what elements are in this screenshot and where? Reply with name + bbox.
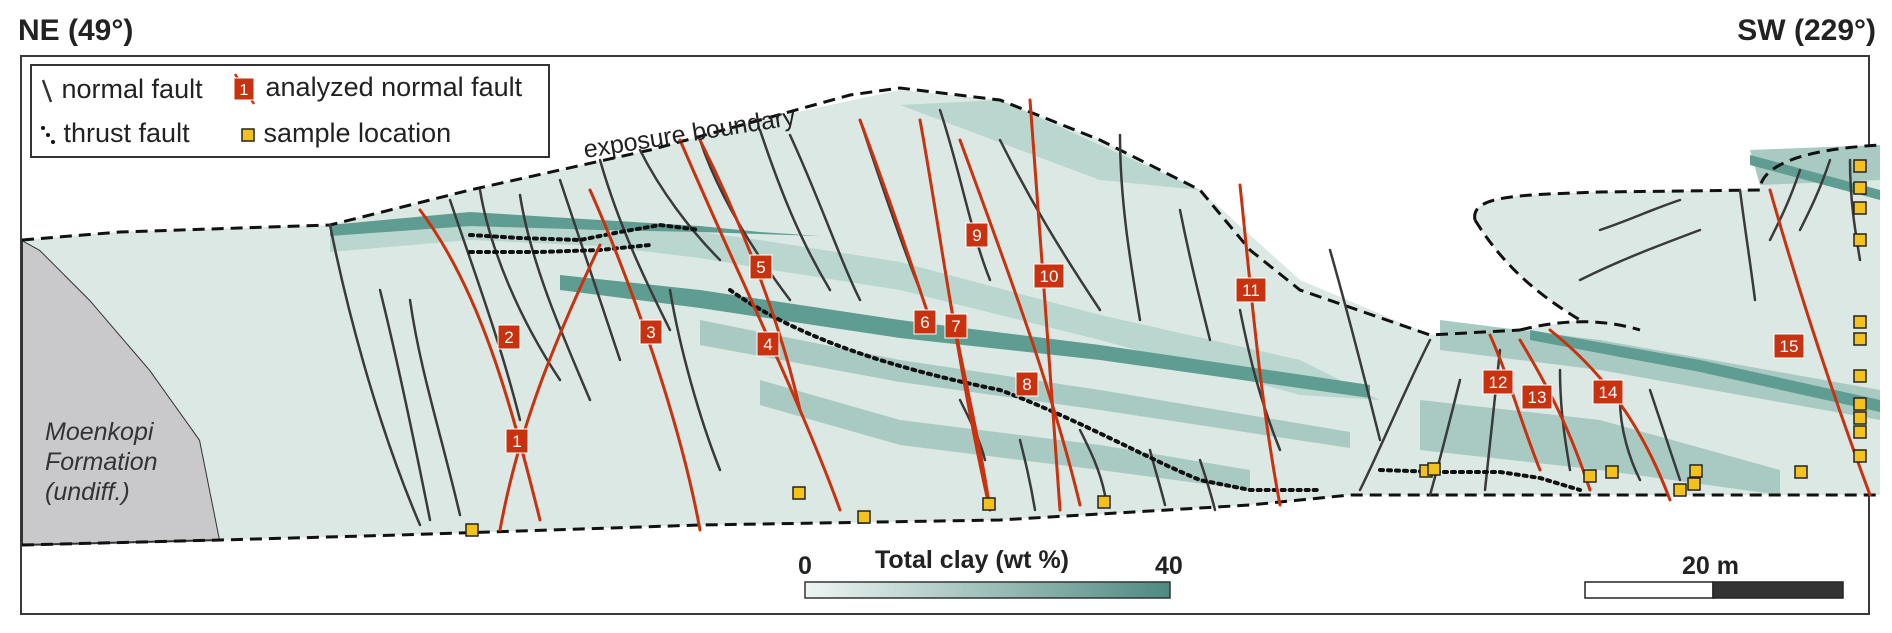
scale-bar: 20 m [1584,552,1844,599]
sample-marker [1673,483,1687,497]
fault-labels: 1 2 3 4 5 6 7 8 9 10 11 12 13 14 15 [497,222,1805,454]
fault-label-13: 13 [1521,384,1553,410]
svg-text:1: 1 [240,82,249,99]
sample-marker [857,510,871,524]
sample-marker [1853,369,1867,383]
thrust-faults [468,222,1582,492]
sample-marker [1687,477,1701,491]
sample-marker [1097,495,1111,509]
svg-text:3: 3 [646,323,655,342]
svg-text:2: 2 [504,328,513,347]
svg-text:12: 12 [1489,373,1508,392]
svg-text:1: 1 [512,432,521,451]
fault-label-7: 7 [944,313,968,339]
legend: normal fault 1 analyzed normal fault thr… [30,64,550,158]
colorbar-title: Total clay (wt %) [875,546,1069,574]
fault-label-5: 5 [749,254,773,280]
svg-text:Formation: Formation [45,448,158,476]
sample-marker [1853,201,1867,215]
svg-text:8: 8 [1022,375,1031,394]
sw-orientation-label: SW (229°) [1737,14,1876,47]
fault-label-2: 2 [497,324,521,350]
fault-label-8: 8 [1015,371,1039,397]
sample-marker [1689,464,1703,478]
svg-text:5: 5 [756,258,765,277]
svg-text:15: 15 [1780,337,1799,356]
sample-marker [1427,462,1441,476]
sample-marker [1853,181,1867,195]
colorbar-gradient [804,581,1171,599]
svg-text:9: 9 [972,226,981,245]
svg-text:7: 7 [951,317,960,336]
sample-marker [1853,233,1867,247]
svg-text:10: 10 [1040,267,1059,286]
svg-text:13: 13 [1528,388,1547,407]
sample-marker [1853,332,1867,346]
legend-normal-fault: normal fault [40,74,203,105]
svg-text:14: 14 [1599,383,1618,402]
sample-marker [465,523,479,537]
fault-label-15: 15 [1773,333,1805,359]
sample-marker [1853,411,1867,425]
svg-text:6: 6 [920,313,929,332]
legend-sample-location: sample location [240,118,451,149]
exposure-boundary-line [21,86,1881,547]
svg-text:4: 4 [763,335,772,354]
colorbar-min-label: 0 [798,552,812,580]
moenkopi-formation-label: Moenkopi Formation (undiff.) [45,418,158,506]
fault-label-9: 9 [965,222,989,248]
fault-label-3: 3 [639,319,663,345]
sample-marker [1853,397,1867,411]
sample-locations [465,159,1867,537]
normal-fault-icon [41,79,53,103]
sample-location-icon [241,128,255,142]
fault-label-6: 6 [913,309,937,335]
legend-thrust-fault: thrust fault [40,118,190,149]
sample-marker [792,486,806,500]
scale-bar-label: 20 m [1682,552,1739,580]
sample-marker [1853,449,1867,463]
analyzed-fault-icon: 1 [233,73,256,105]
fault-label-1: 1 [505,428,529,454]
svg-text:Moenkopi: Moenkopi [45,418,155,446]
sample-marker [982,497,996,511]
fault-label-14: 14 [1592,379,1624,405]
fault-label-12: 12 [1482,369,1514,395]
fault-label-11: 11 [1235,277,1267,303]
sample-marker [1583,469,1597,483]
svg-text:(undiff.): (undiff.) [45,478,130,506]
ne-orientation-label: NE (49°) [18,14,134,47]
fault-label-4: 4 [756,331,780,357]
legend-analyzed-normal-fault: 1 analyzed normal fault [230,72,522,106]
colorbar-max-label: 40 [1155,552,1183,580]
sample-marker [1605,465,1619,479]
clay-colorbar: 0 Total clay (wt %) 40 [798,546,1183,599]
sample-marker [1853,159,1867,173]
sample-marker [1794,465,1808,479]
sample-marker [1853,425,1867,439]
thrust-fault-icon [41,125,55,144]
fault-label-10: 10 [1033,263,1065,289]
sample-marker [1853,315,1867,329]
svg-text:11: 11 [1242,281,1260,300]
